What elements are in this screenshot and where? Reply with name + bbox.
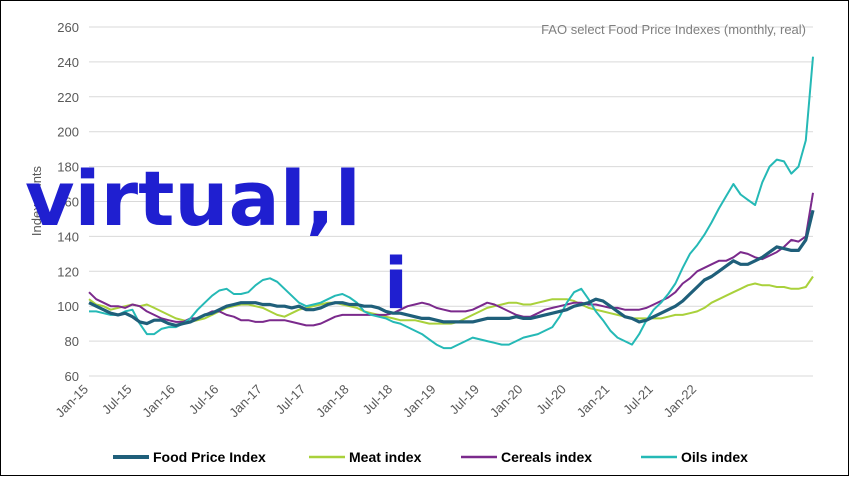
x-tick-label: Jan-18 bbox=[313, 382, 352, 421]
y-tick-label: 220 bbox=[57, 90, 79, 105]
x-tick-label: Jul-16 bbox=[186, 382, 222, 418]
x-tick-label: Jan-20 bbox=[487, 382, 526, 421]
chart-title: FAO select Food Price Indexes (monthly, … bbox=[541, 22, 806, 37]
x-tick-label: Jan-22 bbox=[661, 382, 700, 421]
x-tick-label: Jul-19 bbox=[446, 382, 482, 418]
y-tick-label: 80 bbox=[65, 334, 79, 349]
x-tick-label: Jan-17 bbox=[226, 382, 265, 421]
x-tick-label: Jul-17 bbox=[273, 382, 309, 418]
x-tick-label: Jul-15 bbox=[99, 382, 135, 418]
y-tick-label: 60 bbox=[65, 369, 79, 384]
series-line-meat-index bbox=[88, 275, 814, 325]
x-tick-label: Jul-18 bbox=[360, 382, 396, 418]
x-tick-label: Jul-20 bbox=[533, 382, 569, 418]
gridlines bbox=[89, 26, 813, 377]
series-line-food-price-index bbox=[88, 209, 815, 327]
legend: Food Price Index Meat index Cereals index O… bbox=[113, 449, 748, 465]
series-lines bbox=[88, 56, 815, 350]
y-tick-label: 200 bbox=[57, 125, 79, 140]
y-tick-label: 100 bbox=[57, 299, 79, 314]
legend-label: Oils index bbox=[681, 449, 748, 465]
y-tick-label: 120 bbox=[57, 264, 79, 279]
y-tick-label: 240 bbox=[57, 55, 79, 70]
x-tick-label: Jan-19 bbox=[400, 382, 439, 421]
x-tick-label: Jan-16 bbox=[139, 382, 178, 421]
legend-label: Food Price Index bbox=[153, 449, 266, 465]
y-tick-label: 180 bbox=[57, 160, 79, 175]
legend-label: Meat index bbox=[349, 449, 422, 465]
x-tick-label: Jan-21 bbox=[574, 382, 613, 421]
legend-label: Cereals index bbox=[501, 449, 592, 465]
series-line-oils-index bbox=[89, 56, 814, 350]
x-tick-label: Jul-21 bbox=[620, 382, 656, 418]
y-tick-label: 140 bbox=[57, 229, 79, 244]
x-axis-ticks: Jan-15 Jul-15 Jan-16 Jul-16 Jan-17 Jul-17 Jan-… bbox=[52, 382, 699, 421]
overlay-text-virtual: virtual,l bbox=[25, 154, 361, 243]
x-tick-label: Jan-15 bbox=[52, 382, 91, 421]
overlay-text-i: i bbox=[384, 243, 408, 325]
y-tick-label: 260 bbox=[57, 20, 79, 35]
y-tick-label: 160 bbox=[57, 195, 79, 210]
y-axis-label: Index points bbox=[29, 165, 44, 236]
y-axis-ticks: 60 80 100 120 140 160 180 200 220 240 260 bbox=[57, 20, 79, 384]
